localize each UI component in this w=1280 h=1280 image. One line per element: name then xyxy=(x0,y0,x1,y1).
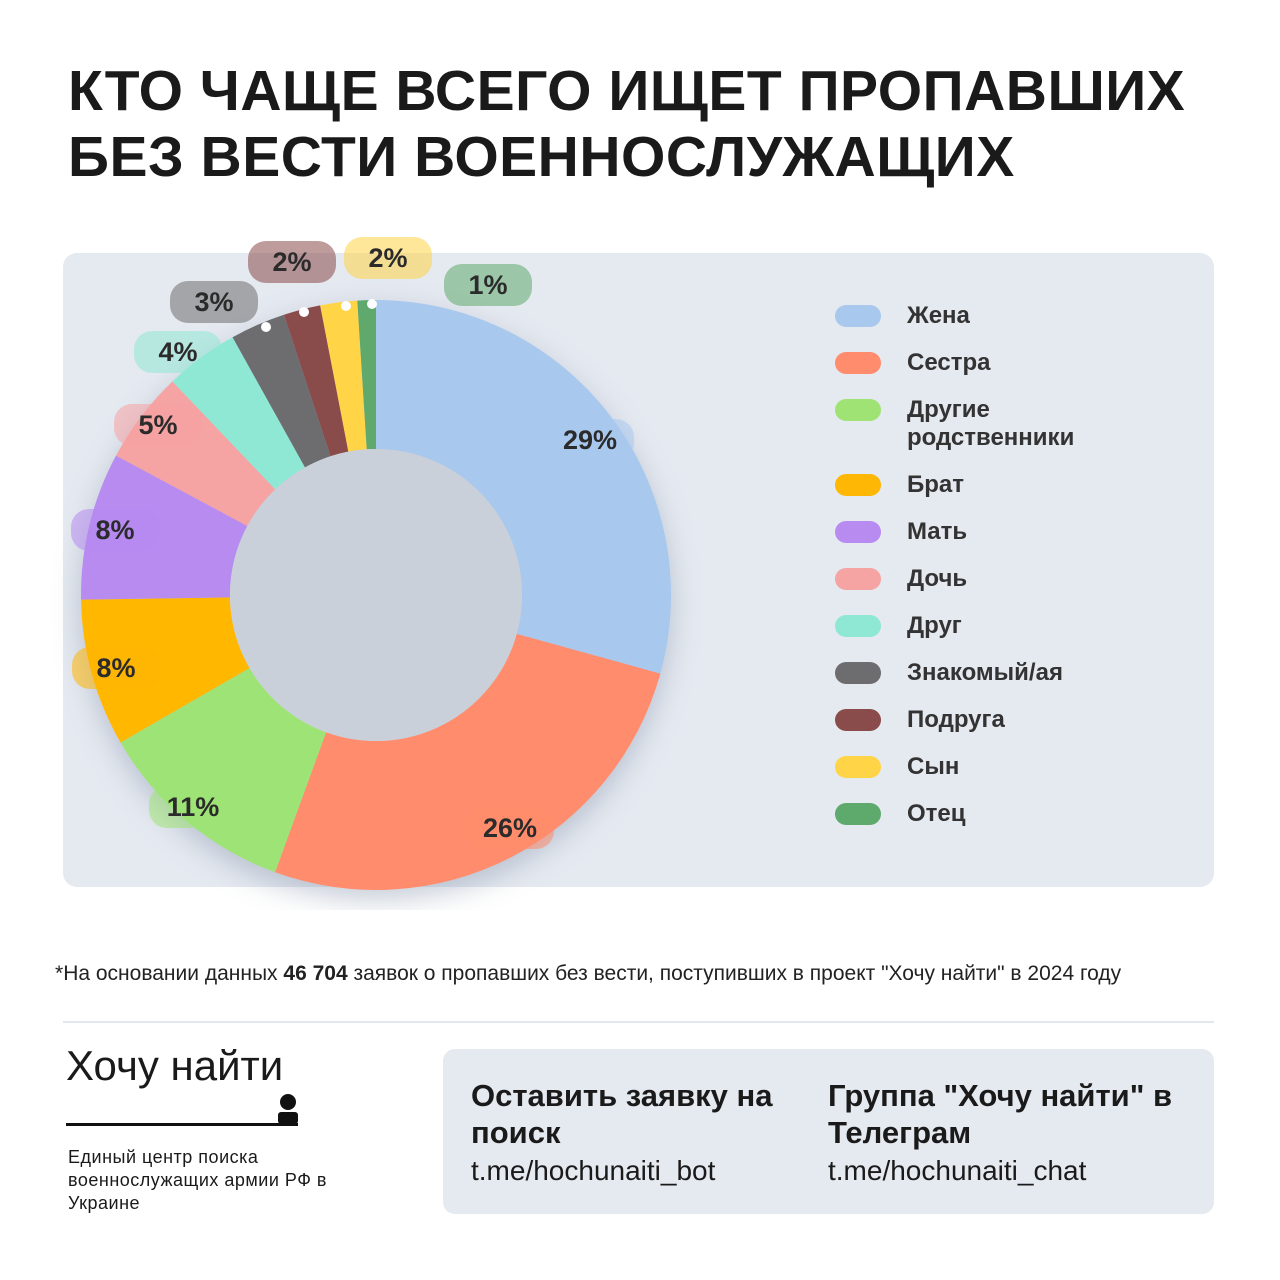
legend-swatch xyxy=(835,662,881,684)
legend: Жена Сестра Другие родственники Брат Мать Доч… xyxy=(835,302,1135,828)
data-label: 1% xyxy=(468,270,507,300)
label-pill xyxy=(466,807,554,849)
link-url[interactable]: t.me/hochunaiti_bot xyxy=(471,1155,716,1186)
label-pill xyxy=(546,419,634,461)
label-pill xyxy=(114,404,202,446)
data-label: 5% xyxy=(138,410,177,440)
legend-label: Знакомый/ая xyxy=(907,659,1063,686)
data-label: 4% xyxy=(158,337,197,367)
data-label: 29% xyxy=(563,425,617,455)
legend-item: Отец xyxy=(835,800,1135,828)
label-pill xyxy=(344,237,432,279)
legend-swatch xyxy=(835,568,881,590)
donut-segment xyxy=(320,300,367,452)
brand: Хочу найти xyxy=(66,1042,284,1089)
leader-dot xyxy=(299,307,309,317)
legend-item: Другие родственники xyxy=(835,396,1135,452)
label-pill xyxy=(149,786,237,828)
donut-segment xyxy=(376,300,671,674)
donut-segment xyxy=(232,314,331,468)
legend-swatch xyxy=(835,756,881,778)
data-label: 2% xyxy=(368,243,407,273)
legend-item: Подруга xyxy=(835,706,1135,734)
title: КТО ЧАЩЕ ВСЕГО ИЩЕТ ПРОПАВШИХ БЕЗ ВЕСТИ … xyxy=(68,59,1186,189)
footnote-text: заявок о пропавших без вести, поступивши… xyxy=(353,962,1122,985)
data-label: 11% xyxy=(167,792,220,822)
legend-item: Сын xyxy=(835,753,1135,781)
legend-label: Мать xyxy=(907,518,968,545)
legend-item: Мать xyxy=(835,518,1135,546)
label-pill xyxy=(134,331,222,373)
legend-label: Отец xyxy=(907,800,966,827)
label-pill xyxy=(71,509,159,551)
donut-segment xyxy=(172,337,306,490)
legend-item: Знакомый/ая xyxy=(835,659,1135,687)
leader-dot xyxy=(367,299,377,309)
footnote-number: 46 704 xyxy=(283,962,348,985)
donut-segment xyxy=(357,300,376,450)
legend-label: Подруга xyxy=(907,706,1005,733)
legend-swatch xyxy=(835,352,881,374)
link-block[interactable]: Группа "Хочу найти" в Телеграм t.me/hochu… xyxy=(828,1077,1208,1187)
donut-hole xyxy=(230,449,522,741)
leader-dot xyxy=(261,322,271,332)
legend-item: Друг xyxy=(835,612,1135,640)
label-pill xyxy=(72,647,160,689)
donut-segment xyxy=(81,455,248,600)
legend-swatch xyxy=(835,803,881,825)
data-label: 8% xyxy=(95,515,134,545)
legend-item: Брат xyxy=(835,471,1135,499)
legend-swatch xyxy=(835,399,881,421)
donut-segment xyxy=(275,633,661,890)
legend-swatch xyxy=(835,474,881,496)
legend-item: Сестра xyxy=(835,349,1135,377)
links-box: Оставить заявку на поиск t.me/hochunaiti_… xyxy=(443,1049,1214,1214)
link-title: Оставить заявку на поиск xyxy=(471,1078,773,1150)
legend-label: Жена xyxy=(907,302,970,329)
legend-item: Дочь xyxy=(835,565,1135,593)
footnote-mark: * xyxy=(55,962,64,985)
legend-label: Другие родственники xyxy=(907,396,1075,451)
data-label: 3% xyxy=(194,287,233,317)
legend-label: Брат xyxy=(907,471,965,498)
data-label: 8% xyxy=(96,653,135,683)
leader-dot xyxy=(341,301,351,311)
link-url[interactable]: t.me/hochunaiti_chat xyxy=(828,1155,1087,1186)
label-pill xyxy=(248,241,336,283)
link-title: Группа "Хочу найти" в Телеграм xyxy=(828,1078,1173,1150)
donut-segment xyxy=(81,597,250,743)
legend-swatch xyxy=(835,305,881,327)
legend-label: Сын xyxy=(907,753,960,780)
legend-swatch xyxy=(835,521,881,543)
legend-swatch xyxy=(835,709,881,731)
brand-icon xyxy=(278,1094,298,1124)
data-label: 2% xyxy=(272,247,311,277)
legend-label: Друг xyxy=(907,612,962,639)
chart: 29% 26% 11% 8% 8% 5% 4% 3% 2% 2% 1% xyxy=(71,237,671,890)
legend-label: Дочь xyxy=(907,565,968,592)
brand-underline xyxy=(66,1123,298,1126)
link-block[interactable]: Оставить заявку на поиск t.me/hochunaiti_… xyxy=(471,1077,851,1187)
donut-segment xyxy=(283,305,349,457)
label-pill xyxy=(444,264,532,306)
footnote: *На основании данных 46 704 заявок о про… xyxy=(55,960,1155,987)
label-pill xyxy=(170,281,258,323)
footnote-text: На основании данных xyxy=(63,962,278,985)
legend-label: Сестра xyxy=(907,349,991,376)
data-label: 26% xyxy=(483,813,537,843)
divider xyxy=(63,1021,1214,1023)
legend-item: Жена xyxy=(835,302,1135,330)
donut-segment xyxy=(120,668,327,873)
legend-swatch xyxy=(835,615,881,637)
tagline: Единый центр поиска военнослужащих армии… xyxy=(68,1147,327,1213)
